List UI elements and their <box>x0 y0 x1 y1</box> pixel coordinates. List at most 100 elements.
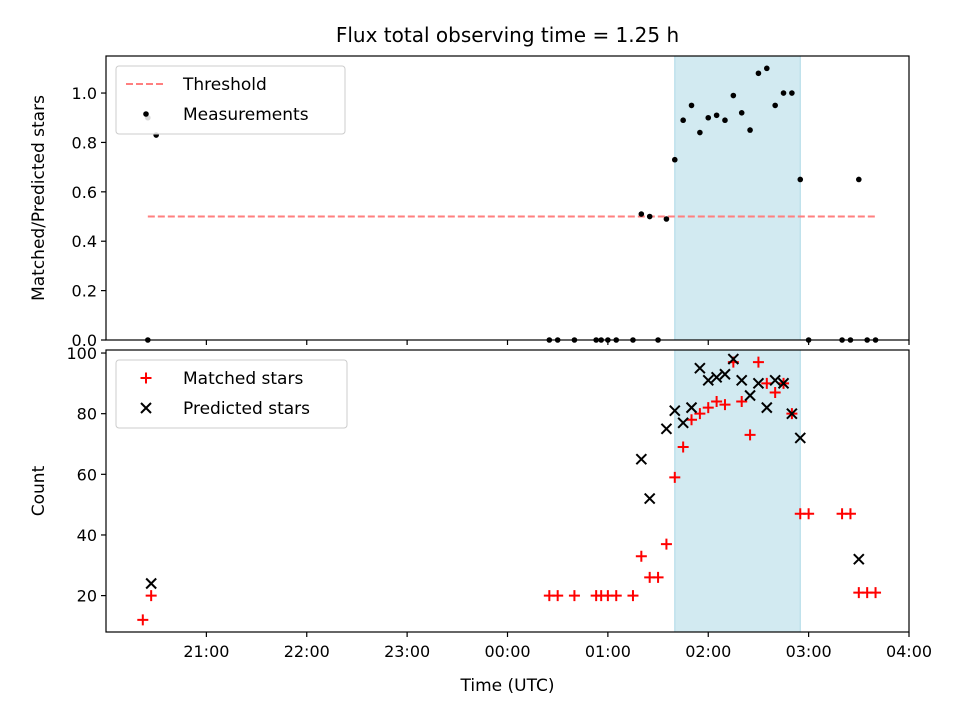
legend-measurements-swatch <box>143 111 149 117</box>
matched-stars-point <box>610 590 622 602</box>
predicted-stars-point <box>853 553 865 565</box>
predicted-stars-point <box>786 407 798 420</box>
measurement-point <box>789 90 795 96</box>
y-tick-label: 0.0 <box>72 331 97 350</box>
x-tick-label: 01:00 <box>585 642 631 661</box>
matched-stars-point <box>736 396 748 408</box>
x-tick-label: 04:00 <box>886 642 932 661</box>
x-axis-label: Time (UTC) <box>460 676 555 696</box>
legend-box <box>115 65 346 135</box>
measurement-point <box>755 70 762 77</box>
x-tick-label: 03:00 <box>786 642 832 661</box>
shaded-span <box>674 349 801 633</box>
y-tick-label: 40 <box>77 526 97 545</box>
shaded-span <box>674 55 801 341</box>
measurement-point <box>722 117 728 124</box>
predicted-stars-point <box>145 577 157 590</box>
legend: Threshold Measurements <box>115 65 346 135</box>
y-tick-label: 0.8 <box>72 133 97 152</box>
predicted-stars-point <box>719 368 731 380</box>
predicted-stars-point <box>794 432 806 444</box>
predicted-stars-point <box>677 417 689 429</box>
x-tick-label: 21:00 <box>183 642 229 661</box>
matched-stars-point <box>137 614 149 626</box>
matched-stars-point <box>552 590 564 602</box>
y-tick-label: 20 <box>77 587 97 606</box>
predicted-stars-point <box>685 401 698 414</box>
legend-label: Matched stars <box>183 369 303 389</box>
predicted-stars-point <box>727 353 740 365</box>
matched-stars-point <box>660 538 672 550</box>
measurement-point <box>747 127 753 133</box>
measurement-point <box>646 213 653 220</box>
top-panel: 0.0 0.2 0.4 0.6 0.8 1.0 Matched/Predicted star… <box>29 23 910 350</box>
measurement-point <box>856 176 862 183</box>
matched-stars-point <box>568 590 580 602</box>
y-axis-label: Matched/Predicted stars <box>29 95 49 301</box>
matched-stars-point <box>669 471 681 483</box>
x-tick-label: 22:00 <box>284 642 330 661</box>
matched-stars-point <box>677 441 689 453</box>
measurement-point <box>680 117 686 124</box>
y-tick-label: 80 <box>77 405 97 424</box>
matched-stars-point <box>744 429 756 441</box>
legend-matched-swatch <box>140 372 152 384</box>
predicted-stars-point <box>710 371 723 383</box>
y-tick-label: 60 <box>77 465 97 484</box>
legend-label: Predicted stars <box>183 399 310 419</box>
matched-stars-point <box>711 396 723 408</box>
legend: Matched stars Predicted stars <box>115 359 348 429</box>
y-tick-label: 0.6 <box>72 183 97 202</box>
measurement-point <box>738 110 745 116</box>
predicted-stars-point <box>694 362 706 374</box>
predicted-stars-point <box>752 377 765 390</box>
matched-stars-point <box>761 377 773 389</box>
measurement-point <box>638 211 645 217</box>
y-axis-label: Count <box>29 465 49 516</box>
predicted-stars-point <box>777 377 790 390</box>
matched-stars-point <box>719 399 731 411</box>
y-tick-label: 0.2 <box>72 282 97 301</box>
measurement-point <box>797 176 804 183</box>
predicted-stars-point <box>761 401 773 414</box>
y-tick-label: 1.0 <box>72 84 97 103</box>
measurement-point <box>671 156 678 163</box>
measurement-point <box>713 112 720 119</box>
legend-label: Threshold <box>182 75 267 95</box>
measurement-point <box>688 102 695 109</box>
predicted-stars-point <box>643 492 656 505</box>
measurement-point <box>772 102 778 109</box>
matched-stars-point <box>844 508 856 520</box>
matched-stars-point <box>870 587 882 599</box>
measurement-point <box>780 90 787 96</box>
predicted-stars-point <box>769 374 781 387</box>
predicted-stars-point <box>744 389 756 402</box>
chart-title: Flux total observing time = 1.25 h <box>336 23 679 47</box>
matched-stars-point <box>803 508 815 520</box>
matched-stars-point <box>694 408 706 420</box>
measurement-point <box>764 65 770 72</box>
matched-stars-point <box>686 414 698 426</box>
legend-label: Measurements <box>183 105 309 125</box>
matched-stars-point <box>702 402 714 414</box>
predicted-stars-point <box>669 404 681 417</box>
measurement-point <box>697 129 703 136</box>
bottom-panel: 20 40 60 80 100 21:00 22:00 23:00 00:00 01:00 02:0… <box>29 344 932 696</box>
matched-stars-point <box>652 571 664 583</box>
predicted-stars-point <box>635 453 648 465</box>
measurement-point <box>730 92 737 99</box>
matched-stars-point <box>769 386 781 398</box>
matched-stars-point <box>627 590 639 602</box>
matched-stars-point <box>145 590 157 602</box>
y-tick-label: 0.4 <box>72 232 97 251</box>
matched-stars-point <box>752 356 764 368</box>
measurement-point <box>705 114 712 121</box>
legend-predicted-swatch <box>140 402 152 414</box>
predicted-stars-point <box>736 374 748 387</box>
x-tick-label: 02:00 <box>685 642 731 661</box>
legend-box <box>115 359 348 429</box>
x-tick-label: 00:00 <box>484 642 530 661</box>
y-tick-label: 100 <box>66 344 97 363</box>
matched-stars-point <box>635 550 647 562</box>
